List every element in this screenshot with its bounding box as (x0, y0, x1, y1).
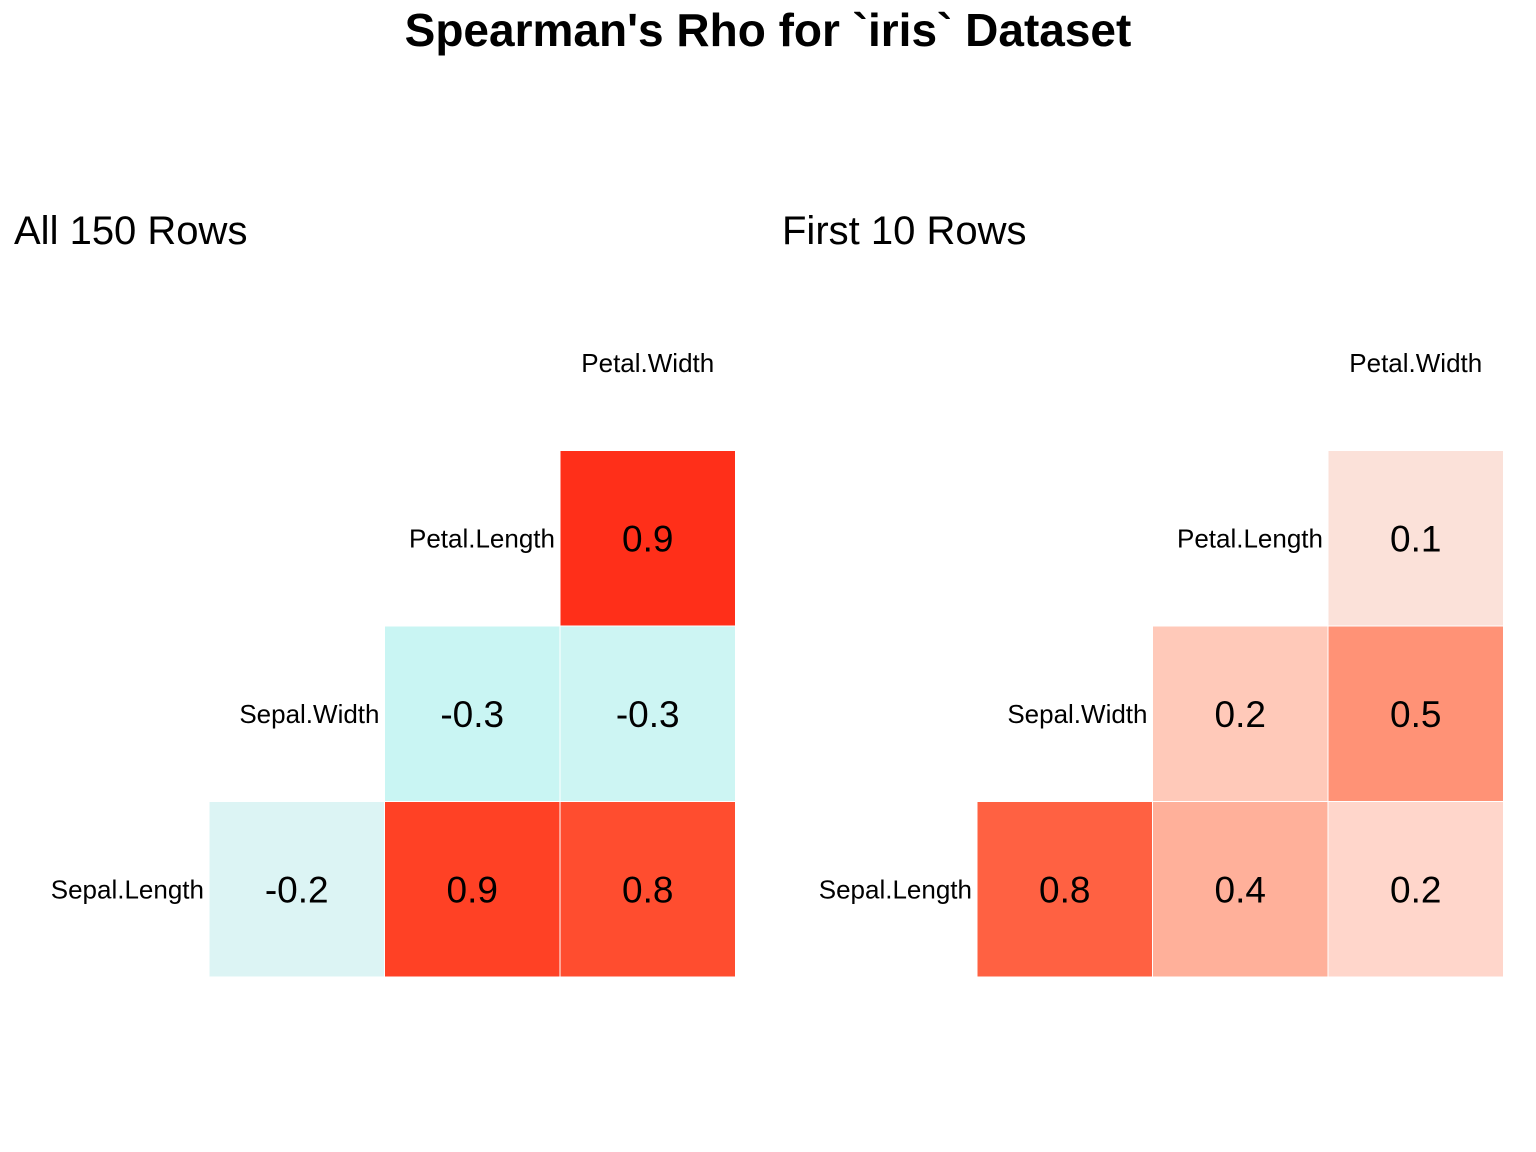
row-label-petal-length: Petal.Length (1177, 523, 1323, 553)
heatmap-panel-first-rows: First 10 Rows 0.8 0.4 0.2 0.2 0.5 0.1 Sepal.Len… (782, 209, 1504, 978)
heatmap-cell-sepal-width-petal-width (559, 625, 736, 802)
heatmap-cell-sepal-length-petal-width (559, 801, 736, 978)
row-label-petal-length: Petal.Length (409, 523, 555, 553)
cell-value-label: 0.1 (1390, 518, 1441, 559)
cell-value-label: 0.4 (1215, 869, 1266, 910)
cell-value-label: 0.9 (447, 869, 498, 910)
cell-value-label: -0.3 (440, 694, 504, 735)
cell-value-label: 0.8 (1039, 869, 1090, 910)
heatmap-cell-petal-length-petal-width (559, 450, 736, 627)
panel-title: First 10 Rows (782, 209, 1027, 253)
heatmap-cell-sepal-length-petal-width (1327, 801, 1504, 978)
cell-value-label: 0.2 (1390, 869, 1441, 910)
cell-value-label: -0.2 (265, 869, 329, 910)
cell-value-label: 0.5 (1390, 694, 1441, 735)
heatmap-cell-sepal-length-sepal-width (976, 801, 1153, 978)
row-label-sepal-length: Sepal.Length (51, 874, 204, 904)
cell-value-label: 0.9 (622, 518, 673, 559)
cell-value-label: 0.2 (1215, 694, 1266, 735)
heatmap-panel-all-rows: All 150 Rows -0.2 0.9 0.8 -0.3 -0.3 0.9 Sepal.L… (14, 209, 736, 978)
heatmap-cell-petal-length-petal-width (1327, 450, 1504, 627)
heatmap-cell-sepal-length-petal-length (1152, 801, 1329, 978)
heatmap-cell-sepal-width-petal-width (1327, 625, 1504, 802)
heatmap-cell-sepal-width-petal-length (1152, 625, 1329, 802)
panel-title: All 150 Rows (14, 209, 247, 253)
heatmap-cell-sepal-length-sepal-width (208, 801, 385, 978)
row-label-sepal-length: Sepal.Length (819, 874, 972, 904)
main-title: Spearman's Rho for `iris` Dataset (404, 4, 1132, 56)
cell-value-label: -0.3 (616, 694, 680, 735)
row-label-sepal-width: Sepal.Width (239, 699, 379, 729)
column-label-petal-width: Petal.Width (1349, 348, 1482, 378)
row-label-sepal-width: Sepal.Width (1007, 699, 1147, 729)
column-label-petal-width: Petal.Width (581, 348, 714, 378)
cell-value-label: 0.8 (622, 869, 673, 910)
heatmap-cell-sepal-width-petal-length (384, 625, 561, 802)
